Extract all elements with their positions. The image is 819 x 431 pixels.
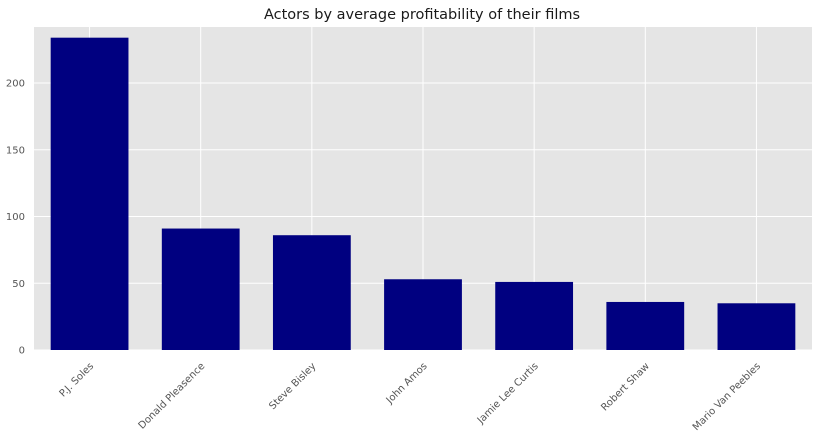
x-tick-label: Steve Bisley [267,361,318,412]
x-tick-label: P.J. Soles [58,361,97,400]
bar [606,301,685,350]
bar [384,279,462,350]
bar [717,303,796,350]
x-tick-label: Mario Van Peebles [691,361,763,431]
y-tick-label: 150 [6,145,25,156]
y-axis-ticks: 0 50 100 150 200 [6,79,25,357]
y-tick-label: 0 [19,346,25,357]
x-tick-label: Jamie Lee Curtis [475,361,541,427]
y-tick-label: 50 [12,279,25,290]
y-tick-label: 100 [6,212,25,223]
y-tick-label: 200 [6,79,25,90]
x-tick-label: Robert Shaw [599,361,652,414]
bar [161,228,240,350]
x-tick-label: John Amos [384,361,430,407]
x-tick-label: Donald Pleasence [137,361,208,431]
bar [50,37,129,351]
bars [50,37,796,351]
bar [272,235,351,350]
bar [495,281,574,350]
chart-title: Actors by average profitability of their… [264,7,580,23]
x-axis-ticks: P.J. Soles Donald Pleasence Steve Bisley Jo… [58,361,763,431]
